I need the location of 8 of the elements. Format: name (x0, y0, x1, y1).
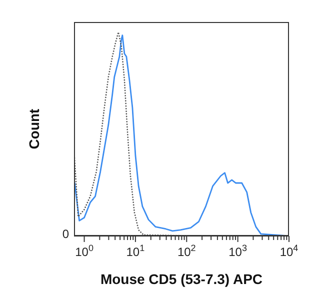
x-tick-label: 10$^{1}$ (126, 243, 145, 259)
x-axis-title: Mouse CD5 (53-7.3) APC (100, 271, 263, 287)
x-tick-label: 10$^{0}$ (75, 243, 94, 259)
text: 0 (62, 227, 69, 241)
x-tick-label: 10$^{4}$ (280, 243, 298, 259)
x-tick-label: 10$^{2}$ (177, 243, 196, 259)
y-axis-title: Count (26, 108, 42, 150)
x-tick-label: 10$^{3}$ (228, 243, 248, 259)
